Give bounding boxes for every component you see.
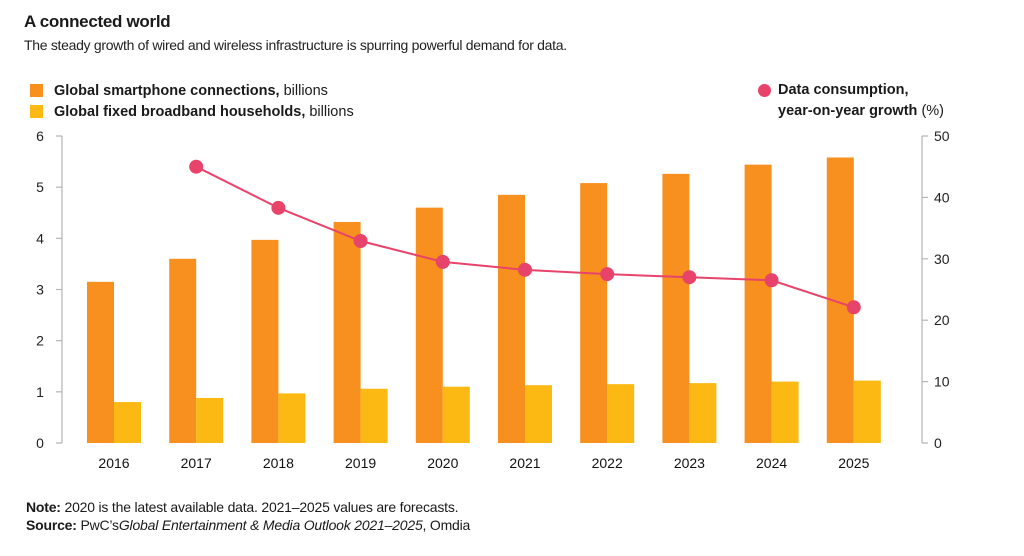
bar-broadband-2021 (525, 385, 552, 443)
legend-unit-smartphone: billions (283, 82, 328, 99)
bar-smartphone-2023 (662, 173, 690, 443)
bar-broadband-2019 (360, 388, 388, 443)
data-consumption-point (189, 159, 204, 174)
data-consumption-point (846, 300, 861, 315)
bar-broadband-2016 (114, 402, 141, 443)
bar-smartphone-2020 (415, 207, 443, 443)
x-axis-label-2021: 2021 (509, 455, 540, 471)
right-axis-tick-label: 0 (934, 435, 942, 451)
bar-broadband-2022 (607, 384, 635, 443)
bar-smartphone-2018 (251, 239, 279, 443)
x-axis-label-2018: 2018 (263, 455, 294, 471)
legend-label-broadband: Global fixed broadband households, (54, 103, 306, 120)
data-consumption-point (682, 270, 697, 285)
legend-unit-data-consumption: (%) (921, 103, 944, 119)
bar-broadband-2017 (196, 397, 224, 443)
x-axis-label-2022: 2022 (592, 455, 623, 471)
bar-smartphone-2019 (333, 221, 361, 443)
left-axis-tick-label: 6 (36, 128, 44, 144)
x-axis-label-2023: 2023 (674, 455, 705, 471)
bar-smartphone-2017 (169, 258, 197, 443)
x-axis-label-2017: 2017 (181, 455, 212, 471)
source-label: Source: (26, 517, 77, 533)
legend-unit-broadband: billions (309, 103, 354, 120)
bar-smartphone-2021 (498, 194, 525, 443)
bar-broadband-2020 (442, 386, 470, 443)
right-axis-tick-label: 20 (934, 312, 950, 328)
note-text: 2020 is the latest available data. 2021–… (64, 499, 459, 515)
footer-note: Note: 2020 is the latest available data.… (26, 498, 470, 516)
right-axis-tick-label: 50 (934, 128, 950, 144)
left-axis-tick-label: 2 (36, 333, 44, 349)
data-consumption-point (600, 267, 615, 282)
chart-subtitle: The steady growth of wired and wireless … (24, 37, 567, 53)
legend-swatch-smartphone (30, 84, 43, 97)
source-title: Global Entertainment & Media Outlook 202… (118, 517, 423, 533)
data-consumption-point (353, 233, 368, 248)
left-axis-tick-label: 5 (36, 179, 44, 195)
source-prefix: PwC’s (80, 517, 119, 533)
bar-smartphone-2022 (580, 183, 608, 443)
right-axis-tick-label: 40 (934, 189, 950, 205)
legend-item-smartphone: Global smartphone connections, billions (30, 80, 354, 101)
bar-broadband-2023 (689, 383, 717, 443)
legend-swatch-broadband (30, 105, 43, 118)
data-consumption-point (435, 254, 450, 269)
bar-broadband-2025 (853, 380, 881, 443)
x-axis-label-2020: 2020 (427, 455, 458, 471)
x-axis-label-2025: 2025 (838, 455, 869, 471)
data-consumption-point (764, 273, 779, 288)
x-axis-label-2024: 2024 (756, 455, 787, 471)
legend-dot-data-consumption (758, 84, 771, 97)
bar-smartphone-2024 (744, 164, 772, 444)
x-axis-label-2016: 2016 (98, 455, 129, 471)
left-axis-tick-label: 3 (36, 282, 44, 298)
legend-item-broadband: Global fixed broadband households, billi… (30, 101, 354, 122)
legend-line: Data consumption, year-on-year growth (%… (758, 80, 944, 122)
bar-smartphone-2016 (87, 281, 114, 443)
chart-title: A connected world (24, 12, 171, 31)
note-label: Note: (26, 499, 61, 515)
footer-source: Source: PwC’sGlobal Entertainment & Medi… (26, 516, 470, 534)
legend-label-smartphone: Global smartphone connections, (54, 82, 280, 99)
legend-label-data-consumption-2: year-on-year growth (778, 103, 918, 119)
data-consumption-point (518, 262, 532, 277)
data-consumption-point (271, 200, 286, 215)
legend-bars: Global smartphone connections, billions … (30, 80, 354, 122)
right-axis-tick-label: 30 (934, 251, 950, 267)
left-axis-tick-label: 0 (36, 435, 44, 451)
left-axis-tick-label: 4 (36, 230, 44, 246)
right-axis-tick-label: 10 (934, 374, 950, 390)
legend-label-data-consumption-1: Data consumption, (778, 82, 909, 98)
left-axis-tick-label: 1 (36, 384, 44, 400)
source-suffix: , Omdia (422, 517, 471, 533)
chart-footer: Note: 2020 is the latest available data.… (26, 498, 470, 534)
bar-broadband-2018 (278, 393, 306, 443)
x-axis-label-2019: 2019 (345, 455, 376, 471)
bar-broadband-2024 (771, 381, 799, 443)
